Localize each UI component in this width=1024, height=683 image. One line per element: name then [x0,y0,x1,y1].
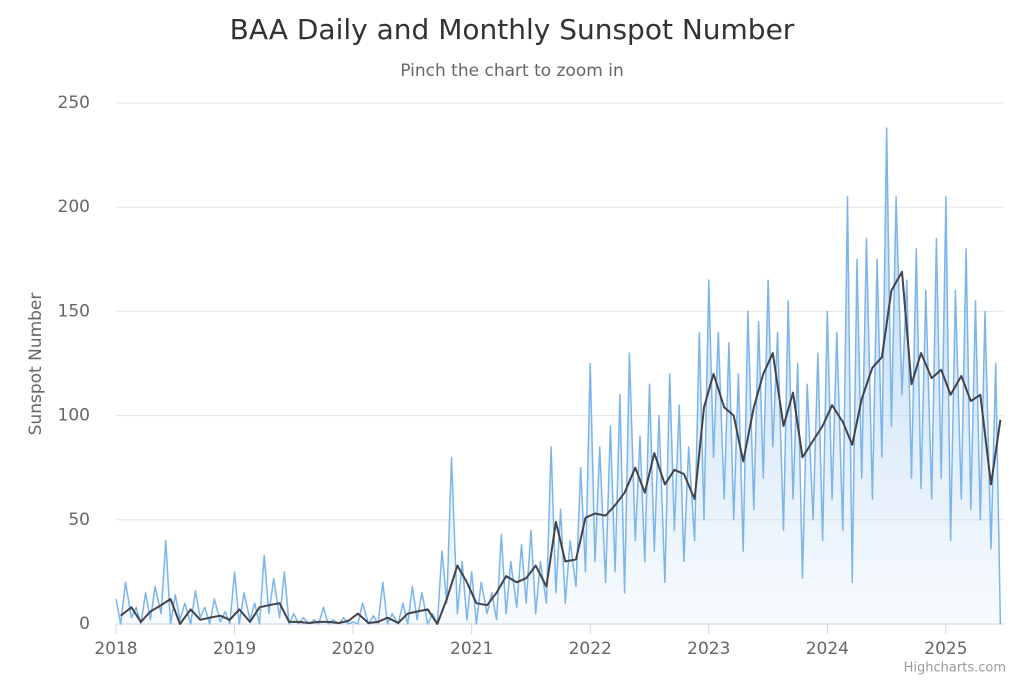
y-tick-label: 0 [79,614,90,634]
y-tick-label: 150 [58,301,90,321]
y-tick-label: 100 [58,406,90,426]
y-tick-label: 50 [68,510,90,530]
x-tick-label: 2023 [687,639,730,659]
series-line [120,270,1002,625]
credits: Highcharts.com [904,661,1006,676]
x-tick-label: 2018 [94,639,137,659]
series-line [115,127,1002,625]
y-tick-label: 250 [58,93,90,113]
y-tick-label: 200 [58,197,90,217]
x-tick-label: 2024 [806,639,849,659]
x-tick-label: 2022 [569,639,612,659]
x-tick-label: 2019 [213,639,256,659]
chart-title: BAA Daily and Monthly Sunspot Number [230,13,795,46]
x-tick-label: 2021 [450,639,493,659]
area [116,128,1001,624]
x-tick-label: 2025 [924,639,967,659]
y-axis-label: Sunspot Number [26,293,46,436]
chart-subtitle: Pinch the chart to zoom in [400,61,623,81]
x-tick-label: 2020 [331,639,374,659]
